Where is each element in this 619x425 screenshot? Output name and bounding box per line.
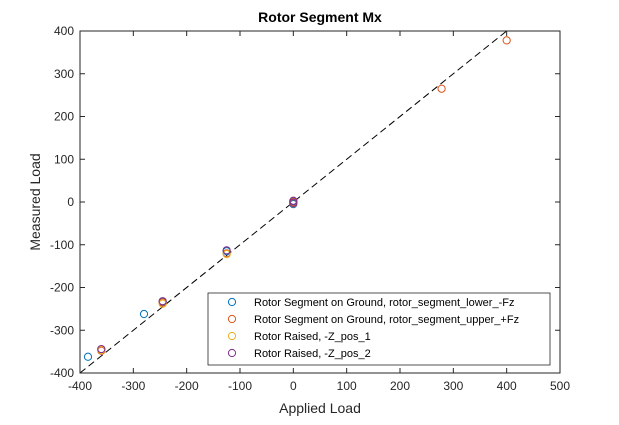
reference-line-layer	[79, 30, 507, 374]
y-tick-label: -100	[50, 238, 74, 252]
x-tick-label: 300	[443, 379, 463, 393]
x-tick-label: 100	[337, 379, 357, 393]
data-point-series-4	[97, 344, 106, 354]
y-tick-label: 0	[67, 195, 74, 209]
x-tick-label: -300	[121, 379, 145, 393]
x-tick-label: 500	[550, 379, 570, 393]
data-point-series-4	[289, 196, 298, 205]
legend-items: Rotor Segment on Ground, rotor_segment_l…	[227, 297, 519, 360]
legend-label-4: Rotor Raised, -Z_pos_2	[254, 348, 371, 360]
legend-label-2: Rotor Segment on Ground, rotor_segment_u…	[254, 314, 519, 326]
data-point-series-2	[437, 84, 446, 93]
y-tick-label: -200	[50, 281, 74, 295]
tick-layer: -400 -300 -200 -100 0 100 200 300 400 500 -400 -300…	[50, 24, 570, 393]
legend-marker-2	[227, 314, 237, 324]
x-tick-label: -400	[68, 379, 92, 393]
legend: Rotor Segment on Ground, rotor_segment_l…	[207, 292, 551, 366]
legend-label-1: Rotor Segment on Ground, rotor_segment_l…	[254, 297, 514, 309]
legend-marker-4	[227, 348, 237, 358]
legend-marker-3	[227, 331, 237, 341]
x-tick-label: 200	[390, 379, 410, 393]
data-point-series-1	[139, 309, 149, 319]
legend-box	[207, 292, 551, 366]
data-point-series-4	[222, 246, 231, 255]
reference-line	[79, 30, 507, 374]
x-tick-label: -200	[175, 379, 199, 393]
data-point-series-3	[222, 250, 231, 259]
data-point-series-4	[289, 198, 298, 207]
y-tick-label: -300	[50, 323, 74, 337]
y-tick-label: 100	[54, 152, 74, 166]
y-tick-label: 400	[54, 24, 74, 38]
x-tick-label: -100	[228, 379, 252, 393]
y-tick-label: 300	[54, 67, 74, 81]
points-layer	[83, 36, 511, 361]
y-tick-label: 200	[54, 110, 74, 124]
data-point-series-4	[158, 297, 167, 306]
legend-marker-1	[227, 297, 237, 307]
x-tick-label: 0	[290, 379, 297, 393]
legend-label-3: Rotor Raised, -Z_pos_1	[254, 331, 371, 343]
x-axis-label: Applied Load	[279, 400, 361, 416]
data-point-series-3	[158, 299, 167, 308]
plot-box	[79, 30, 561, 374]
data-point-series-2	[502, 36, 511, 45]
x-tick-label: 400	[497, 379, 517, 393]
y-tick-label: -400	[50, 366, 74, 380]
data-point-series-1	[83, 352, 93, 361]
y-axis-label: Measured Load	[27, 153, 43, 250]
chart-title: Rotor Segment Mx	[258, 9, 382, 25]
